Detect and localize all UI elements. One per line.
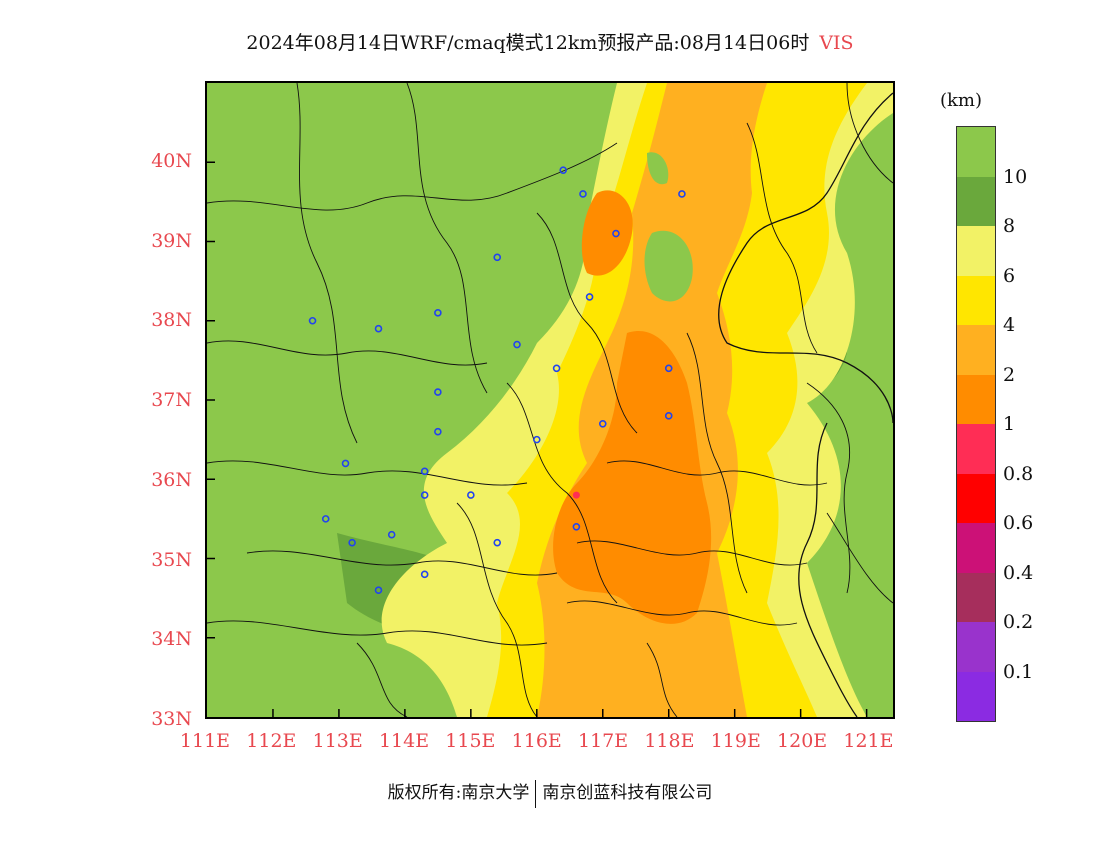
station-marker-highlight [572, 491, 580, 499]
station-marker [374, 586, 383, 595]
lon-label-111E: 111E [179, 730, 231, 752]
lat-label-38N: 38N [151, 309, 192, 332]
legend-label: 0.4 [1003, 561, 1034, 584]
legend-swatch [957, 325, 995, 375]
footer-separator [535, 779, 537, 808]
station-marker [585, 293, 594, 301]
visibility-map [207, 83, 893, 717]
legend-swatch [957, 127, 995, 177]
legend-swatch [957, 622, 995, 672]
legend-label: 0.6 [1003, 512, 1034, 534]
lon-label-118E: 118E [644, 730, 695, 752]
footer-company: 南京创蓝科技有限公司 [542, 783, 713, 803]
station-marker [612, 229, 620, 238]
station-marker [493, 538, 502, 547]
title-variable: VIS [819, 32, 854, 54]
legend-label: 6 [1003, 264, 1016, 287]
station-marker [420, 570, 429, 579]
legend-swatch [957, 226, 995, 276]
station-marker [664, 364, 673, 373]
station-marker [374, 324, 383, 333]
lon-label-114E: 114E [378, 730, 430, 752]
lon-label-119E: 119E [710, 730, 761, 752]
legend-swatch [957, 473, 995, 523]
legend-label: 0.1 [1003, 660, 1034, 683]
legend-label: 2 [1003, 363, 1016, 386]
footer-copyright: 版权所有:南京大学 [387, 783, 530, 803]
station-marker [434, 309, 442, 317]
vis-band-1-2-north [581, 190, 633, 276]
station-marker [321, 515, 330, 523]
station-marker [434, 427, 442, 436]
station-marker [493, 253, 502, 262]
legend-swatch [957, 671, 995, 721]
station-marker [552, 364, 561, 373]
lon-label-121E: 121E [843, 730, 894, 752]
station-marker [308, 316, 317, 325]
legend-swatch [957, 176, 995, 226]
station-marker [420, 491, 429, 499]
station-marker [598, 419, 607, 428]
map-frame [205, 81, 895, 719]
map-title: 2024年08月14日WRF/cmaq模式12km预报产品:08月14日06时 V… [0, 28, 1100, 55]
station-marker [348, 538, 356, 547]
station-marker [387, 530, 396, 539]
station-marker [678, 190, 686, 198]
lat-label-36N: 36N [151, 468, 192, 491]
station-marker [341, 459, 350, 468]
legend-label: 0.8 [1003, 462, 1034, 485]
lon-label-120E: 120E [777, 730, 828, 752]
coastline [718, 92, 893, 717]
lon-label-117E: 117E [577, 730, 629, 752]
station-marker [434, 388, 442, 396]
lon-label-112E: 112E [246, 730, 297, 752]
legend-label: 0.2 [1003, 611, 1034, 633]
lat-label-37N: 37N [151, 389, 192, 411]
lat-label-35N: 35N [151, 548, 192, 571]
legend-colorbar [956, 126, 996, 722]
lat-label-33N: 33N [151, 708, 192, 730]
station-marker [559, 166, 567, 174]
legend-unit: (km) [940, 90, 983, 111]
legend-swatch [957, 572, 995, 622]
footer: 版权所有:南京大学 南京创蓝科技有限公司 [0, 778, 1100, 808]
legend-swatch [957, 275, 995, 325]
station-marker [579, 190, 587, 198]
legend-label: 8 [1003, 215, 1016, 237]
bohai-sea-region [644, 152, 693, 302]
lat-label-40N: 40N [151, 149, 192, 172]
lon-label-115E: 115E [445, 730, 496, 752]
legend-label: 10 [1003, 165, 1028, 188]
station-marker [467, 491, 475, 499]
station-marker [420, 467, 429, 476]
station-marker [572, 522, 581, 531]
lon-label-116E: 116E [511, 730, 562, 752]
legend-label: 4 [1003, 314, 1016, 336]
station-marker [513, 340, 521, 349]
legend-swatch [957, 424, 995, 474]
legend-swatch [957, 523, 995, 573]
legend-swatch [957, 374, 995, 424]
station-marker [664, 412, 673, 420]
legend-label: 1 [1003, 413, 1016, 435]
station-marker [533, 435, 541, 444]
lat-label-39N: 39N [151, 229, 192, 252]
lat-label-34N: 34N [151, 628, 192, 651]
lon-label-113E: 113E [312, 730, 363, 752]
title-main: 2024年08月14日WRF/cmaq模式12km预报产品:08月14日06时 [246, 32, 810, 54]
